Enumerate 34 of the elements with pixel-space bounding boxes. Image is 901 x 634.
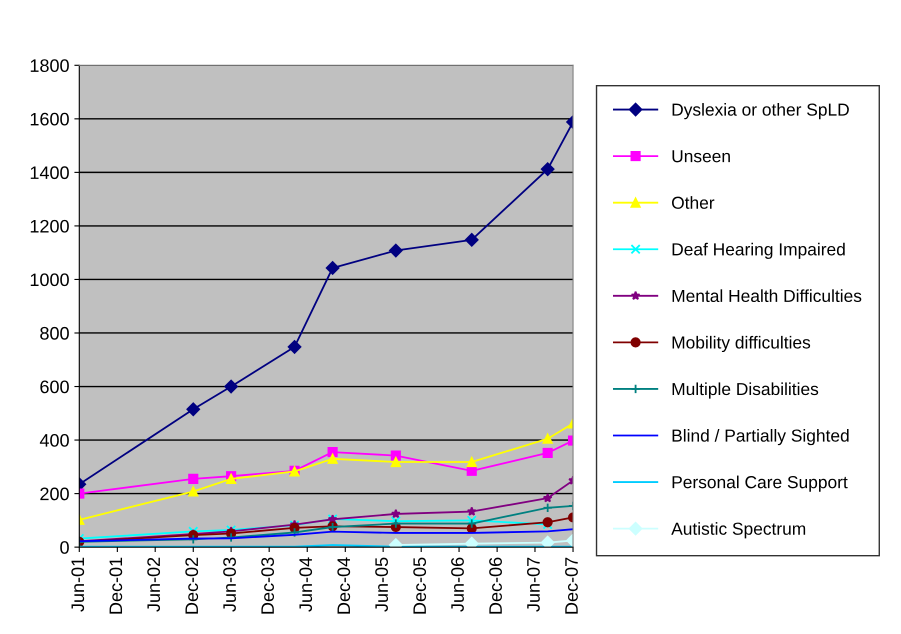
x-tick-label: Jun-07	[527, 558, 540, 612]
x-tick-label: Dec-07	[565, 558, 578, 614]
x-tick-label: Jun-06	[451, 558, 464, 612]
legend-label: Multiple Disabilities	[672, 382, 818, 399]
y-tick-label: 1600	[30, 112, 69, 126]
legend-label: Mental Health Difficulties	[672, 289, 862, 302]
legend-label: Unseen	[672, 150, 730, 162]
y-tick-label: 1200	[30, 220, 69, 233]
x-tick-label: Jun-02	[147, 558, 160, 612]
y-tick-label: 1000	[30, 273, 69, 286]
y-tick-label: 1800	[30, 59, 69, 72]
x-tick-label: Dec-04	[337, 557, 350, 614]
legend-label: Other	[672, 196, 714, 209]
y-tick-label: 0	[60, 541, 69, 554]
x-tick-label: Dec-02	[185, 558, 198, 614]
legend-label: Autistic Spectrum	[671, 522, 806, 538]
y-tick-label: 800	[40, 326, 69, 340]
legend-label: Personal Care Support	[672, 476, 848, 492]
x-tick-label: Dec-06	[489, 558, 502, 614]
x-tick-label: Dec-05	[413, 558, 426, 614]
x-tick-label: Jun-03	[223, 558, 236, 612]
legend-label: Dyslexia or other SpLD	[672, 103, 849, 120]
y-tick-label: 200	[40, 488, 69, 500]
y-tick-label: 400	[40, 434, 69, 447]
legend-label: Deaf Hearing Impaired	[672, 242, 845, 259]
x-tick-label: Jun-01	[71, 558, 84, 612]
x-tick-label: Dec-01	[109, 558, 122, 614]
y-tick-label: 1400	[30, 166, 69, 180]
legend-label: Blind / Partially Sighted	[672, 429, 849, 446]
x-tick-label: Jun-04	[299, 557, 312, 612]
y-tick-label: 600	[40, 380, 69, 394]
legend-label: Mobility difficulties	[672, 336, 810, 352]
x-tick-label: Dec-03	[261, 558, 274, 614]
x-tick-label: Jun-05	[375, 558, 388, 612]
